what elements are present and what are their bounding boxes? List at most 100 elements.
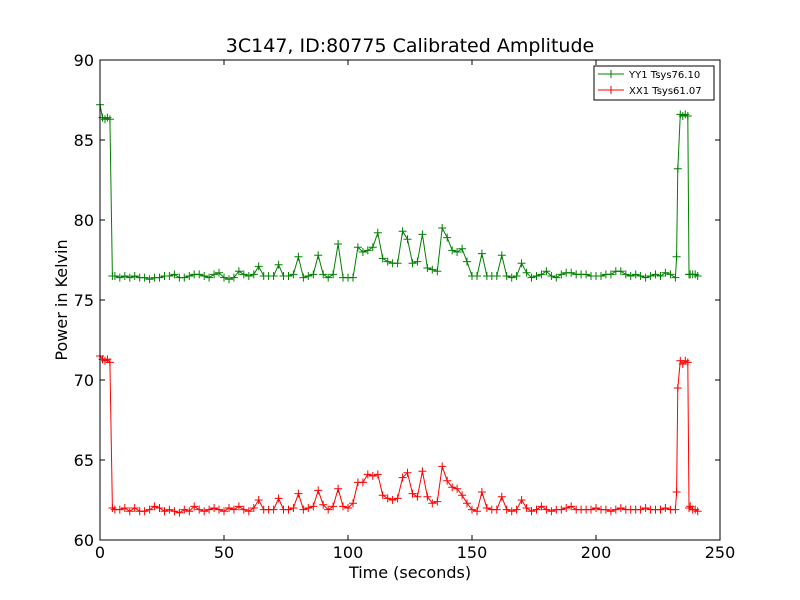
data-point-marker [215, 268, 223, 277]
data-point-marker [433, 267, 442, 276]
data-point-marker [693, 507, 702, 516]
data-point-marker [229, 273, 238, 282]
y-tick-label: 65 [74, 451, 94, 470]
data-point-marker [125, 273, 134, 282]
data-point-marker [398, 473, 407, 482]
data-point-marker [408, 259, 417, 268]
data-point-marker [309, 502, 318, 511]
legend: YY1 Tsys76.10 XX1 Tsys61.07 [593, 65, 715, 101]
data-point-marker [378, 491, 387, 500]
data-point-marker [125, 507, 134, 516]
data-point-marker [482, 504, 491, 512]
data-point-marker [120, 272, 129, 280]
data-point-marker [507, 273, 516, 282]
data-point-marker [601, 505, 610, 514]
data-point-marker [165, 505, 174, 514]
data-point-marker [383, 494, 392, 503]
data-point-marker [373, 228, 382, 237]
data-point-marker [105, 115, 114, 124]
y-tick-label: 85 [74, 131, 94, 150]
data-point-marker [453, 484, 462, 493]
data-point-marker [458, 244, 467, 253]
data-point-marker [413, 492, 422, 501]
data-point-marker [220, 273, 228, 282]
data-point-marker [314, 251, 323, 260]
data-point-marker [497, 251, 506, 260]
data-point-marker [170, 507, 179, 516]
data-point-marker [683, 112, 692, 120]
series-layer [96, 100, 702, 517]
data-point-marker [324, 273, 333, 282]
data-point-marker [592, 504, 600, 512]
data-point-marker [274, 494, 283, 503]
data-point-marker [616, 504, 625, 512]
data-point-marker [170, 270, 179, 279]
data-point-marker [671, 273, 680, 282]
x-tick-label: 0 [95, 543, 105, 562]
x-tick-label: 200 [581, 543, 612, 562]
data-point-marker [200, 507, 209, 516]
data-point-marker [140, 507, 149, 516]
data-point-marker [145, 275, 154, 284]
data-point-marker [656, 505, 665, 514]
data-point-marker [289, 270, 298, 279]
data-point-marker [453, 248, 462, 256]
data-point-marker [542, 505, 551, 514]
data-point-marker [150, 502, 159, 511]
x-tick-label: 50 [214, 543, 234, 562]
data-point-marker [673, 164, 682, 173]
data-point-marker [423, 264, 432, 272]
data-point-marker [646, 272, 655, 280]
data-point-marker [115, 273, 124, 282]
data-point-marker [527, 507, 536, 516]
x-tick-label: 100 [333, 543, 364, 562]
data-point-marker [418, 467, 427, 476]
data-point-marker [388, 496, 397, 504]
data-point-marker [438, 462, 447, 471]
data-point-marker [140, 273, 149, 282]
data-point-marker [641, 273, 650, 282]
y-axis-title: Power in Kelvin [52, 239, 71, 360]
data-point-marker [225, 275, 233, 284]
data-point-marker [244, 507, 253, 516]
chart-title: 3C147, ID:80775 Calibrated Amplitude [226, 35, 594, 57]
x-axis: 0 50 100 150 200 250 [95, 60, 735, 562]
data-point-marker [358, 248, 367, 256]
data-point-marker [274, 260, 283, 269]
data-point-marker [289, 504, 298, 512]
legend-entry-xx1: XX1 Tsys61.07 [598, 86, 702, 97]
data-point-marker [448, 483, 457, 492]
data-point-marker [666, 270, 675, 279]
data-point-marker [443, 233, 452, 242]
data-point-marker [398, 227, 407, 236]
data-point-marker [661, 504, 670, 512]
data-point-marker [284, 272, 293, 280]
data-point-marker [239, 270, 248, 279]
data-point-marker [349, 499, 357, 508]
data-point-marker [683, 358, 692, 367]
data-point-marker [215, 505, 223, 514]
data-point-marker [512, 505, 521, 514]
data-point-marker [547, 272, 556, 280]
data-point-marker [269, 505, 278, 514]
data-point-marker [373, 470, 382, 479]
data-point-marker [130, 504, 139, 512]
data-point-marker [517, 496, 526, 504]
legend-entry-yy1: YY1 Tsys76.10 [598, 70, 700, 81]
y-tick-label: 60 [74, 531, 94, 550]
data-point-marker [284, 505, 293, 514]
data-point-marker [304, 272, 313, 280]
data-point-marker [269, 272, 278, 280]
data-point-marker [329, 502, 338, 511]
data-point-marker [249, 504, 258, 512]
data-point-marker [693, 272, 702, 280]
data-point-marker [244, 272, 253, 280]
data-point-marker [229, 505, 238, 514]
data-point-marker [512, 272, 521, 280]
data-point-marker [413, 257, 422, 266]
y-tick-label: 70 [74, 371, 94, 390]
data-point-marker [672, 252, 681, 261]
data-point-marker [547, 507, 556, 516]
data-point-marker [671, 505, 680, 514]
data-point-marker [492, 272, 501, 280]
